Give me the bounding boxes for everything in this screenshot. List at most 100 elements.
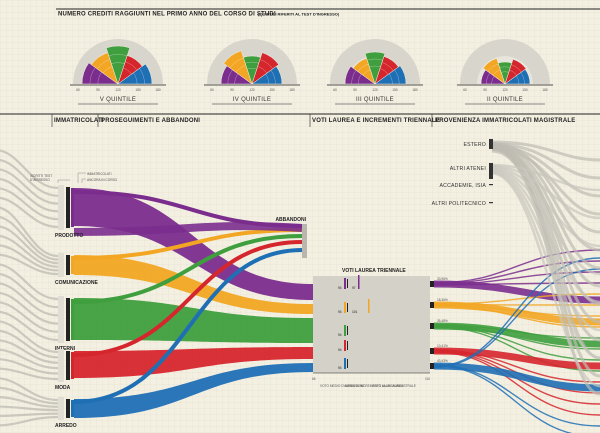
- voti-bar-mark: [347, 341, 348, 350]
- legend-dingresso: D'INGRESSO: [30, 178, 50, 182]
- gauge-tick: 60: [333, 88, 337, 92]
- gauge-3: 60 90 120 150 180 III QUINTILE: [327, 39, 423, 105]
- schools: PRODOTTO COMUNICAZIONE INTERNI MODA ARREDO: [55, 185, 98, 429]
- gauge-wedge: [223, 50, 253, 85]
- gray-flow: [0, 244, 59, 272]
- right-percentages: 33,96% 18,36% 35,48% 10,41% 43,43%: [437, 277, 448, 363]
- gauge-wedge: [251, 52, 280, 85]
- right-marker: [430, 302, 434, 308]
- gauge-tick: 180: [155, 88, 161, 92]
- gray-flow: [0, 178, 59, 213]
- right-pct: 18,36%: [437, 298, 448, 302]
- section-proseguimenti: PROSEGUIMENTI E ABBANDONI: [101, 118, 200, 124]
- voti-footer-1: VOTO MEDIO D'AMMISSIONE: [320, 384, 364, 388]
- gray-flow: [0, 412, 59, 418]
- provenienza-bar: [489, 139, 493, 149]
- voti-bar-mark: [347, 279, 348, 288]
- gray-provenienza-flow: [491, 167, 600, 276]
- right-pct: 35,48%: [437, 319, 448, 323]
- voti-box: VOTI LAUREA TRIENNALE 66 110 VOTO MEDIO …: [312, 268, 430, 388]
- gray-provenienza-flow: [491, 140, 600, 162]
- provenienza-label: ALTRI POLITECNICO: [432, 201, 486, 207]
- voti-extra-bar: [368, 299, 370, 313]
- gray-provenienza-flow: [491, 147, 600, 396]
- right-flows: [430, 140, 600, 433]
- gray-flow: [0, 206, 59, 258]
- gauge-tick: 120: [502, 88, 508, 92]
- school-bar-immatricolati: [66, 298, 70, 341]
- school-bar-iscritti: [58, 253, 64, 277]
- voti-axis-max: 110: [425, 377, 430, 381]
- gauge-tick: 90: [230, 88, 234, 92]
- voti-extra-bar: [358, 275, 360, 289]
- voti-bar: [344, 278, 346, 289]
- gray-flow: [0, 159, 59, 197]
- voti-bar: [344, 340, 346, 351]
- school-bar-iscritti: [58, 349, 64, 382]
- right-marker: [430, 323, 434, 329]
- flow-abbandoni: [73, 228, 303, 260]
- gray-flow: [0, 310, 59, 342]
- gray-provenienza-flow: [491, 163, 600, 192]
- gray-flow: [0, 282, 59, 317]
- school-prodotto: PRODOTTO: [55, 185, 83, 239]
- school-bar-immatricolati: [66, 351, 70, 380]
- legend-immatricolati: IMMATRICOLATI: [87, 172, 112, 176]
- gauge-tick: 120: [372, 88, 378, 92]
- gray-flow: [0, 168, 59, 205]
- gauge-arc: [108, 54, 128, 57]
- right-pct: 33,96%: [437, 277, 448, 281]
- gauge-wedge: [251, 66, 283, 85]
- gray-provenienza-flow: [491, 166, 600, 248]
- flow-arredo: [74, 363, 313, 418]
- voti-bar-mark: [347, 326, 348, 335]
- school-bar-incorso: [71, 299, 74, 340]
- school-moda: MODA: [55, 349, 74, 391]
- gray-flow: [0, 329, 59, 359]
- right-band: [433, 322, 600, 348]
- header-subtitle: (QUINTILI RIFERITI AL TEST D'INGRESSO): [258, 12, 340, 17]
- voti-bar: [344, 302, 346, 313]
- section-provenienza: PROVENIENZA IMMATRICOLATI MAGISTRALE: [435, 118, 575, 124]
- gauge-tick: 150: [135, 88, 141, 92]
- gauge-wedge: [81, 62, 119, 85]
- gauge-tick: 150: [269, 88, 275, 92]
- gauge-wedge: [504, 68, 531, 85]
- school-label: PRODOTTO: [55, 233, 83, 239]
- section-voti: VOTI LAUREA E INCREMENTI TRIENNALE: [312, 118, 440, 124]
- school-label: INTERNI: [55, 346, 76, 352]
- flow-abbandoni: [73, 234, 303, 304]
- provenienza-label: ALTRI ATENEI: [450, 166, 486, 172]
- voti-value: 94: [338, 333, 342, 337]
- gauge-wedge: [374, 65, 407, 85]
- gauge-arc: [270, 70, 276, 85]
- flow-moda: [74, 347, 313, 378]
- school-bar-immatricolati: [66, 255, 70, 275]
- gauge-4: 60 90 120 150 180 II QUINTILE: [457, 39, 553, 105]
- color-flows: [73, 188, 313, 418]
- gauge-tick: 90: [483, 88, 487, 92]
- gray-provenienza-flow: [491, 170, 600, 360]
- gauge-label: V QUINTILE: [100, 97, 136, 103]
- abbandoni-label: ABBANDONI: [275, 217, 306, 223]
- gauge-tick: 120: [115, 88, 121, 92]
- gray-flow: [0, 348, 59, 370]
- gray-flow: [0, 301, 59, 333]
- gray-flow: [0, 225, 59, 265]
- gray-provenienza-flow: [491, 169, 600, 332]
- gauge-label: II QUINTILE: [487, 97, 523, 103]
- school-bar-immatricolati: [66, 399, 70, 418]
- gray-flows: [0, 149, 59, 427]
- voti-bar-mark: [347, 359, 348, 368]
- right-marker: [430, 363, 434, 369]
- gray-flow: [0, 149, 59, 190]
- gauge-tick: 60: [463, 88, 467, 92]
- gauge-wedge: [364, 51, 386, 85]
- gray-flow: [0, 320, 59, 354]
- school-label: ARREDO: [55, 423, 77, 429]
- gray-provenienza-flow: [491, 168, 600, 304]
- voti-value: 93: [338, 286, 342, 290]
- gauge-arc: [388, 73, 393, 85]
- quintile-gauges: 60 90 120 150 180 V QUINTILE 60 90 120 150 180 IV Q…: [70, 39, 553, 105]
